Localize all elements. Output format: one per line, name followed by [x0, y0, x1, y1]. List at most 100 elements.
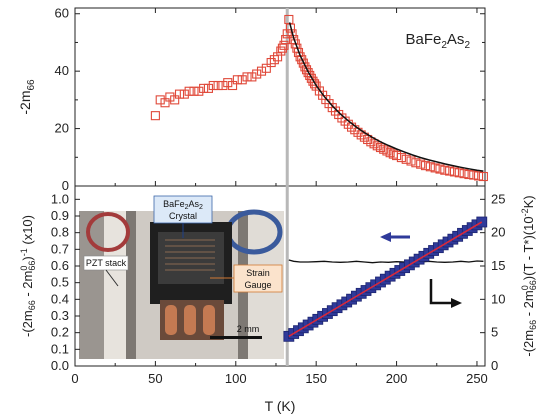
bottom-right-y-ticks: 0 5 10 15 20 25 — [480, 191, 505, 373]
y-tick-label: 0.0 — [51, 358, 69, 373]
data-point — [454, 168, 464, 178]
data-point — [396, 153, 406, 163]
data-point — [440, 165, 450, 175]
data-point — [179, 89, 189, 99]
data-point — [256, 66, 267, 76]
y-tick-label: 20 — [55, 121, 69, 136]
x-tick-label: 0 — [71, 371, 78, 386]
y-tick-label: 1.0 — [51, 191, 69, 206]
top-y-axis-label: -2m66 — [17, 79, 37, 115]
data-point — [297, 55, 307, 65]
y-tick-label: 0.7 — [51, 241, 69, 256]
y-tick-label: 15 — [491, 258, 505, 273]
y-tick-label: 20 — [491, 225, 505, 240]
data-point — [213, 80, 223, 91]
pzt-pointer — [105, 269, 119, 287]
x-tick-label: 100 — [225, 371, 247, 386]
data-point — [160, 98, 170, 108]
y-tick-label: 0 — [491, 358, 498, 373]
y-tick-label: 0.6 — [51, 258, 69, 273]
data-point — [411, 158, 421, 168]
data-point — [155, 95, 165, 105]
data-point — [379, 144, 389, 154]
x-tick-label: 150 — [305, 371, 327, 386]
strain-gauge-label-line2: Gauge — [244, 280, 271, 290]
data-point — [385, 148, 395, 158]
data-point — [184, 86, 194, 96]
crystal-label-box — [153, 195, 213, 224]
data-point — [276, 46, 286, 56]
data-point — [435, 164, 445, 174]
bottom-x-ticks: 0 50 100 150 200 250 — [71, 361, 488, 386]
y-tick-label: 40 — [55, 63, 69, 78]
y-tick-label: 5 — [491, 325, 498, 340]
top-x-ticks — [74, 8, 478, 186]
data-point — [416, 159, 426, 169]
data-point — [295, 52, 305, 62]
data-point — [401, 154, 411, 164]
data-point — [300, 62, 310, 72]
data-point — [165, 92, 175, 102]
data-point — [449, 167, 460, 177]
y-tick-label: 10 — [491, 291, 505, 306]
data-point — [218, 80, 228, 91]
x-tick-label: 250 — [466, 371, 488, 386]
data-point — [306, 73, 316, 83]
data-point — [203, 83, 214, 93]
y-tick-label: 0.2 — [51, 325, 69, 340]
y-tick-label: 60 — [55, 6, 69, 21]
data-point — [478, 171, 488, 182]
data-point — [464, 169, 474, 180]
data-point — [189, 86, 199, 96]
data-point — [237, 75, 247, 85]
data-point — [247, 72, 257, 82]
data-point — [425, 162, 435, 172]
data-point — [406, 156, 416, 166]
data-point — [261, 63, 271, 73]
data-point — [266, 57, 276, 68]
y-tick-label: 0.5 — [51, 275, 69, 290]
data-point — [375, 142, 386, 153]
data-point — [327, 103, 337, 113]
data-point — [382, 146, 392, 156]
top-fit-curve — [288, 22, 484, 172]
data-point — [208, 80, 218, 91]
data-point — [242, 72, 252, 82]
data-point — [459, 169, 469, 179]
data-point — [174, 89, 185, 99]
x-tick-label: 50 — [148, 371, 162, 386]
data-point — [392, 151, 402, 161]
crystal-label-line1: BaFe2As2 — [163, 199, 203, 211]
data-point — [305, 70, 315, 81]
data-point — [277, 43, 287, 53]
data-point — [303, 68, 313, 78]
left-arrow — [380, 232, 410, 242]
bottom-left-y-ticks: 0.0 0.10.2 0.3 0.40.5 0.6 0.70.8 0.9 1.0 — [51, 191, 80, 373]
y-tick-label: 0.8 — [51, 225, 69, 240]
y-tick-label: 25 — [491, 191, 505, 206]
data-point — [194, 86, 204, 96]
sample-label: BaFe2As2 — [406, 31, 471, 51]
data-point — [199, 83, 209, 93]
data-point — [232, 75, 242, 85]
inverse-fit-line — [288, 221, 483, 338]
right-arrow — [429, 279, 462, 308]
strain-gauge-label-line1: Strain — [246, 268, 270, 278]
data-point — [311, 81, 321, 91]
bottom-right-y-axis-label: -(2m66 - 2m066)(T - T*)(10-2K) — [520, 195, 538, 356]
bottom-panel-frame — [74, 185, 486, 367]
data-point — [474, 171, 484, 181]
data-point — [273, 52, 283, 62]
data-point — [430, 163, 440, 173]
data-point — [269, 55, 279, 65]
data-point — [372, 141, 382, 151]
data-point — [228, 80, 238, 91]
y-tick-label: 0.9 — [51, 208, 69, 223]
data-point — [279, 40, 289, 50]
data-point — [252, 69, 262, 79]
strain-gauge-label-box — [233, 264, 283, 293]
product-series-line — [288, 259, 484, 264]
data-point — [284, 14, 294, 25]
data-point — [150, 111, 160, 121]
